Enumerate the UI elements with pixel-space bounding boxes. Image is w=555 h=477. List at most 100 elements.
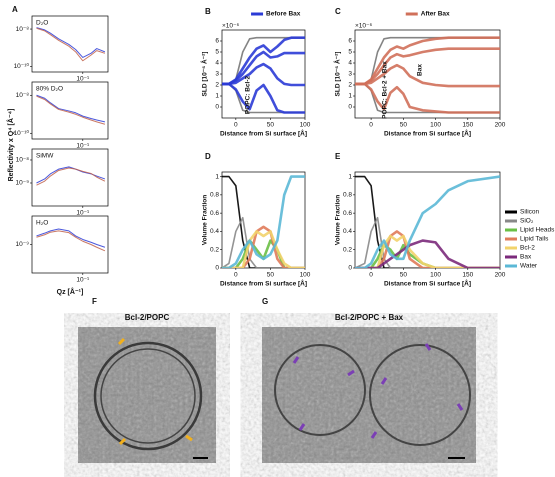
legend-label: After Bax: [421, 11, 450, 18]
series-line: [222, 230, 305, 268]
x-tick-label: 200: [495, 122, 506, 129]
series-line: [355, 36, 500, 85]
y-tick-label: 1: [348, 173, 352, 180]
series-line: [222, 175, 305, 268]
series-line: [222, 62, 305, 87]
series-line: [222, 175, 305, 268]
y-tick-label: 0.6: [343, 210, 352, 217]
series-line: [355, 47, 500, 86]
y-tick-label: 0.4: [210, 228, 219, 235]
y-tick-label: 0.6: [210, 210, 219, 217]
y-tick-label: 10⁻⁸: [16, 26, 30, 33]
series-line: [355, 239, 500, 268]
x-tick-label: 0: [234, 272, 238, 279]
micrograph-f: [78, 327, 216, 463]
y-tick-label: 0: [215, 104, 219, 111]
series-line: [222, 216, 305, 268]
y-tick-label: 5: [348, 49, 352, 56]
micrograph-g: [262, 327, 476, 463]
legend-label: Before Bax: [266, 11, 301, 18]
x-tick-label: 10⁻¹: [76, 277, 90, 284]
y-axis-label: Volume Fraction: [202, 195, 209, 245]
plot-frame: [31, 15, 109, 73]
y-tick-label: 0: [348, 265, 352, 272]
x-axis-label: Distance from Si surface [Å]: [220, 129, 307, 138]
panel-label: E: [335, 152, 341, 161]
series-line: [355, 175, 500, 268]
annotation: SiMW: [36, 153, 54, 160]
x-tick-label: 0: [234, 122, 238, 129]
y-tick-label: 1: [215, 93, 219, 100]
legend-label: Bax: [520, 254, 532, 261]
x-tick-label: 100: [300, 122, 311, 129]
x-tick-label: 200: [495, 272, 506, 279]
y-tick-label: 0.8: [210, 192, 219, 199]
y-tick-label: 2: [215, 82, 219, 89]
micrograph-title: Bcl-2/POPC: [125, 313, 170, 322]
panel-label: A: [12, 5, 18, 14]
x-tick-label: 10⁻¹: [76, 143, 90, 150]
series-line: [36, 167, 106, 186]
legend-label: Water: [520, 263, 538, 270]
x-tick-label: 10⁻¹: [76, 210, 90, 217]
series-line: [36, 166, 106, 184]
y-tick-label: 10⁻⁸: [16, 92, 30, 99]
x-axis-label: Distance from Si surface [Å]: [384, 129, 471, 138]
series-line: [355, 234, 500, 268]
x-tick-label: 0: [369, 122, 373, 129]
annotation: POPC: Bcl-2 + Bax: [382, 61, 389, 119]
y-axis-label: SLD [10⁻⁶ Å⁻²]: [200, 52, 209, 97]
y-tick-label: 0.2: [210, 246, 219, 253]
series-line: [222, 36, 305, 86]
y-tick-label: 0.8: [343, 192, 352, 199]
series-line: [355, 63, 500, 88]
annotation: 80% D₂O: [36, 86, 63, 93]
x-tick-label: 100: [430, 122, 441, 129]
x-tick-label: 150: [462, 272, 473, 279]
y-tick-label: 6: [348, 38, 352, 45]
legend-label: Bcl-2: [520, 245, 535, 252]
x-tick-label: 10⁻¹: [76, 76, 90, 83]
panel-label: B: [205, 7, 211, 16]
series-line: [355, 230, 500, 268]
annotation: POPC: Bcl-2: [245, 75, 252, 114]
plot-frame: [221, 29, 306, 119]
y-tick-label: 10⁻¹⁰: [14, 129, 30, 137]
x-tick-label: 50: [267, 122, 275, 129]
plot-frame: [31, 148, 109, 207]
x-axis-label: Distance from Si surface [Å]: [384, 279, 471, 288]
y-tick-label: 5: [215, 49, 219, 56]
series-line: [36, 230, 106, 252]
y-tick-label: 1: [348, 93, 352, 100]
x-tick-label: 0: [369, 272, 373, 279]
y-tick-label: 1: [215, 173, 219, 180]
legend-label: SiO₂: [520, 218, 534, 225]
y-axis-label: Reflectivity x Q⁴ [Å⁻⁴]: [6, 109, 15, 182]
panel-label: F: [92, 297, 97, 306]
y-tick-label: 10⁻¹⁰: [14, 62, 30, 70]
y-axis-label: SLD [10⁻⁶ Å⁻²]: [333, 52, 342, 97]
series-line: [36, 95, 106, 125]
legend-label: Lipid Tails: [520, 236, 549, 243]
y-axis-label: Volume Fraction: [335, 195, 342, 245]
series-line: [355, 82, 500, 114]
x-tick-label: 150: [462, 122, 473, 129]
plot-frame: [31, 81, 109, 140]
micrograph-title: Bcl-2/POPC + Bax: [335, 313, 404, 322]
series-line: [222, 225, 305, 268]
y-tick-label: 10⁻⁸: [16, 157, 30, 164]
y-tick-label: 10⁻⁹: [16, 241, 30, 248]
annotation: D₂O: [36, 20, 48, 27]
series-line: [36, 228, 106, 248]
series-line: [355, 175, 500, 268]
annotation: Bax: [417, 64, 424, 76]
x-axis-label: Distance from Si surface [Å]: [220, 279, 307, 288]
x-tick-label: 50: [400, 272, 408, 279]
y-tick-label: 3: [348, 71, 352, 78]
y-tick-label: 0.2: [343, 246, 352, 253]
y-tick-label: 3: [215, 71, 219, 78]
annotation: H₂O: [36, 220, 48, 227]
series-line: [355, 216, 500, 268]
legend-label: Lipid Heads: [520, 227, 555, 234]
